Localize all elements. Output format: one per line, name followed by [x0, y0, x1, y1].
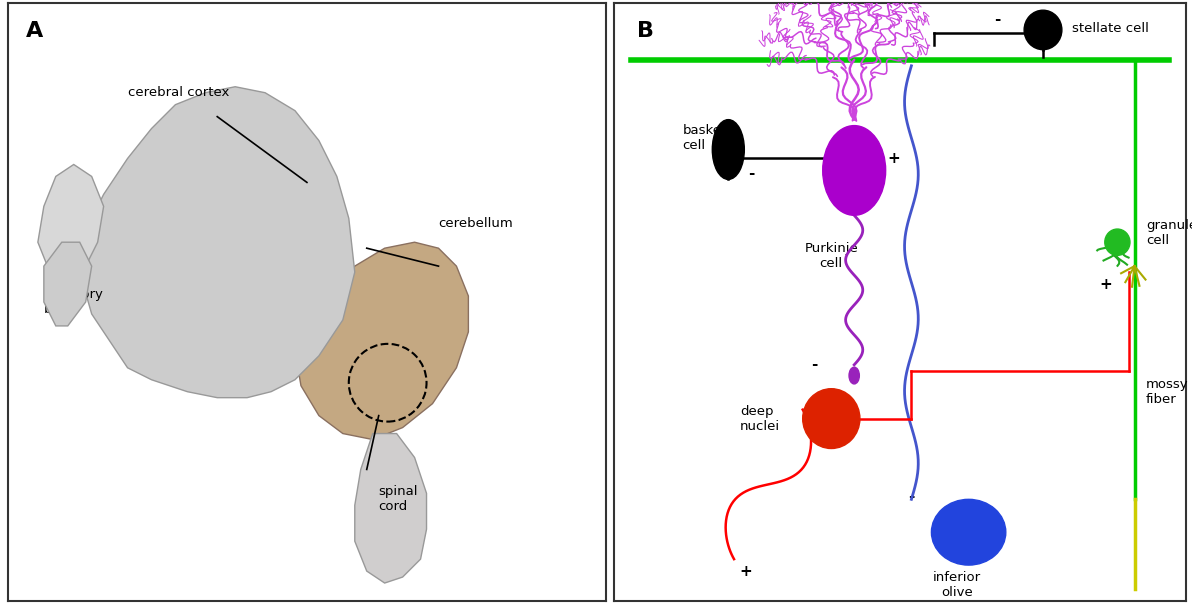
Text: -: - — [908, 489, 914, 504]
Text: granule
cell: granule cell — [1146, 219, 1192, 247]
Circle shape — [1105, 229, 1130, 255]
Text: A: A — [26, 21, 43, 41]
Ellipse shape — [713, 120, 744, 179]
Text: +: + — [1099, 277, 1112, 292]
Text: basket
cell: basket cell — [683, 124, 727, 152]
Polygon shape — [80, 87, 355, 397]
Text: -: - — [811, 358, 818, 372]
Text: B: B — [637, 21, 653, 41]
Polygon shape — [38, 164, 104, 284]
Polygon shape — [294, 242, 468, 440]
Text: -: - — [749, 166, 755, 181]
Circle shape — [1024, 10, 1062, 50]
Text: cerebellum: cerebellum — [439, 217, 514, 230]
Text: +: + — [888, 151, 901, 166]
Text: cerebral cortex: cerebral cortex — [128, 86, 229, 98]
Ellipse shape — [931, 500, 1006, 565]
Ellipse shape — [849, 367, 859, 384]
Polygon shape — [44, 242, 92, 326]
Ellipse shape — [822, 126, 886, 215]
Text: mossy
fiber: mossy fiber — [1146, 378, 1188, 406]
Text: +: + — [739, 564, 752, 579]
Text: deep
nuclei: deep nuclei — [740, 405, 780, 432]
Text: olfactory
bulb: olfactory bulb — [44, 288, 103, 316]
Polygon shape — [355, 434, 427, 583]
Text: inferior
olive: inferior olive — [933, 571, 981, 599]
Text: spinal
cord: spinal cord — [379, 486, 418, 513]
Circle shape — [802, 389, 859, 449]
Text: -: - — [994, 12, 1000, 27]
Text: Purkinje
cell: Purkinje cell — [805, 242, 858, 270]
Text: stellate cell: stellate cell — [1072, 22, 1148, 35]
